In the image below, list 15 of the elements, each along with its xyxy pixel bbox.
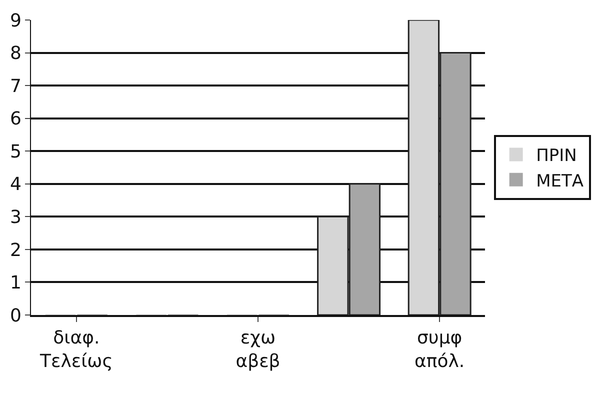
legend-label: ΠΡΙΝ — [536, 146, 577, 166]
y-tick-label: 1 — [10, 272, 22, 294]
y-tick-label: 5 — [10, 141, 22, 162]
x-tick-label: εχω αβεβ — [236, 328, 280, 372]
y-tick-label: 4 — [10, 174, 22, 196]
y-tick-label: 6 — [10, 108, 22, 130]
y-tick-label: 0 — [10, 305, 22, 326]
y-tick-label: 2 — [10, 240, 22, 261]
y-tick-label: 8 — [10, 43, 22, 64]
y-tick-label: 7 — [10, 76, 22, 97]
y-tick-label: 9 — [10, 10, 22, 32]
legend-label: ΜΕΤΑ — [536, 171, 584, 192]
x-tick-label: διαφ. Τελείως — [38, 328, 113, 372]
x-tick-label: συμφ απόλ. — [414, 328, 465, 372]
y-tick-label: 3 — [10, 206, 22, 228]
